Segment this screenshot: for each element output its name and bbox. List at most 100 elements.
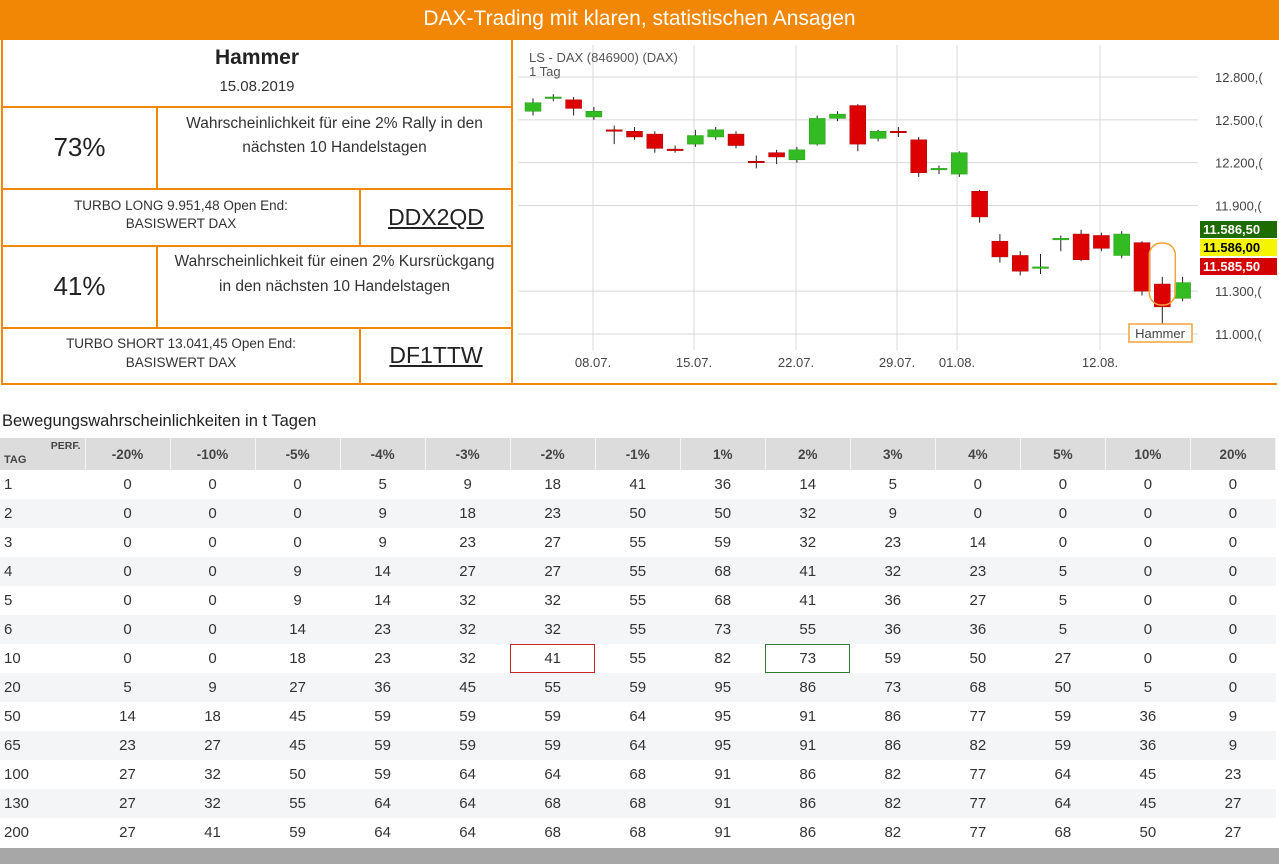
table-cell: 9 [255, 557, 341, 586]
column-header: -4% [340, 438, 426, 470]
table-cell: 95 [680, 731, 766, 760]
table-header-row: PERF. TAG -20% -10% -5% -4% -3% -2% -1% 1% 2% 3% 4… [0, 438, 1277, 470]
candle-body [869, 131, 887, 139]
table-cell: 50 [289, 766, 306, 783]
table-cell: 5 [1020, 557, 1106, 586]
table-cell: 0 [85, 499, 171, 528]
table-cell: 0 [1143, 592, 1153, 609]
table-cell: 14 [340, 557, 426, 586]
table-cell: 32 [510, 615, 596, 644]
table-row: 20 5 9 27 36 45 55 59 95 86 73 68 50 5 0 [0, 673, 1276, 702]
table-row: 130 27 32 55 64 64 68 68 91 86 82 77 64 45 27 [0, 789, 1276, 818]
table-cell: 27 [170, 731, 256, 760]
table-cell: 45 [289, 708, 306, 725]
table-cell: 27 [510, 557, 596, 586]
table-cell: 0 [1228, 650, 1238, 667]
table-cell: 14 [799, 476, 817, 493]
page-banner: DAX-Trading mit klaren, statistischen An… [0, 0, 1279, 40]
table-cell: 0 [293, 534, 302, 551]
price-tag-label: 11.586,00 [1203, 240, 1260, 255]
table-cell: 0 [973, 476, 982, 493]
candle-body [585, 111, 603, 118]
table-cell: 9 [293, 592, 302, 609]
turbo-long-line2: BASISWERT DAX [125, 216, 237, 231]
short-desc-line2: in den nächsten 10 Handelstagen [219, 278, 450, 295]
turbo-long-code-cell: DDX2QD [361, 190, 513, 247]
table-row: 1 0 0 0 5 9 18 41 36 14 5 0 0 0 0 [0, 470, 1276, 499]
candle-body [1032, 266, 1049, 269]
table-cell: 36 [1105, 731, 1191, 760]
table-cell: 41 [204, 824, 221, 841]
candle-body [748, 160, 765, 163]
table-cell: 14 [374, 592, 391, 609]
turbo-long-code-link[interactable]: DDX2QD [388, 204, 484, 230]
table-cell: 18 [425, 499, 511, 528]
long-desc-line2: nächsten 10 Handelstagen [242, 139, 427, 156]
table-row: 6 0 0 14 23 32 32 55 73 55 36 36 5 0 0 [0, 615, 1276, 644]
column-header: 3% [850, 438, 936, 470]
signal-panel: Hammer 15.08.2019 73% Wahrscheinlichkeit… [1, 40, 1277, 385]
candle-body [1052, 238, 1070, 241]
table-cell: 45 [1139, 766, 1157, 783]
table-cell: 27 [119, 766, 136, 783]
candle-body [991, 240, 1009, 258]
table-cell: 36 [935, 615, 1021, 644]
table-cell: 95 [714, 708, 732, 725]
table-cell: 45 [1105, 789, 1191, 818]
table-cell: 59 [714, 534, 732, 551]
table-cell: 27 [1224, 824, 1242, 841]
table-cell: 0 [1020, 499, 1106, 528]
table-cell: 14 [255, 615, 341, 644]
chart-svg: LS - DAX (846900) (DAX)1 Tag 12.800,(12.5… [518, 45, 1277, 370]
candle-body [910, 139, 927, 173]
x-tick-label: 01.08. [939, 355, 975, 370]
long-desc-line1: Wahrscheinlichkeit für eine 2% Rally in … [186, 115, 483, 132]
table-cell: 18 [544, 476, 562, 493]
header-corner: PERF. TAG [0, 438, 86, 470]
table-cell: 59 [884, 650, 902, 667]
row-tag: 130 [0, 789, 85, 818]
candle-body [849, 105, 867, 145]
table-cell: 0 [170, 499, 256, 528]
table-cell: 0 [1143, 534, 1153, 551]
table-body: 1 0 0 0 5 9 18 41 36 14 5 0 0 0 0 2 0 0 0 9 18 23 50 50 32 9 0 0 0 0 3… [0, 470, 1276, 847]
horizontal-scrollbar[interactable] [0, 848, 1279, 864]
table-cell: 23 [935, 557, 1021, 586]
table-cell: 86 [799, 766, 817, 783]
table-row: 10 0 0 18 23 32 41 55 82 73 59 50 27 0 0 [0, 644, 1276, 673]
table-cell: 68 [714, 592, 732, 609]
candle-body [829, 113, 846, 119]
column-header: -2% [510, 438, 596, 470]
table-cell: 0 [1190, 615, 1276, 644]
table-cell: 59 [544, 708, 562, 725]
candle-body [626, 131, 643, 138]
table-cell: 0 [1105, 615, 1191, 644]
dax-candlestick-chart: LS - DAX (846900) (DAX) 1 Tag 12.800,(12.5… [513, 40, 1277, 383]
candle-body [930, 168, 948, 171]
candle-body [545, 96, 562, 99]
table-cell: 68 [510, 789, 596, 818]
table-cell: 18 [289, 650, 306, 667]
table-cell: 0 [123, 592, 132, 609]
y-tick-label: 12.800,( [1215, 70, 1263, 85]
table-cell: 9 [1228, 708, 1238, 725]
candle-body [565, 99, 582, 109]
turbo-short-code-link[interactable]: DF1TTW [389, 342, 483, 368]
column-header: 4% [935, 438, 1021, 470]
perf-label: PERF. [50, 440, 81, 452]
candle-body [788, 149, 806, 161]
short-probability: 41% [3, 247, 158, 329]
table-cell: 86 [799, 824, 817, 841]
table-row: 3 0 0 0 9 23 27 55 59 32 23 14 0 0 0 [0, 528, 1276, 557]
row-tag: 10 [4, 650, 21, 667]
chart-title: LS - DAX (846900) (DAX) [529, 50, 678, 65]
table-cell: 73 [680, 615, 766, 644]
probability-table: PERF. TAG -20% -10% -5% -4% -3% -2% -1% 1% 2% 3% 4… [0, 438, 1277, 847]
candle-body [707, 129, 724, 138]
table-cell: 55 [629, 650, 647, 667]
table-cell: 68 [1054, 824, 1072, 841]
table-cell: 9 [1190, 731, 1276, 760]
table-cell: 91 [765, 731, 851, 760]
table-cell: 55 [255, 789, 341, 818]
table-cell: 27 [1190, 789, 1276, 818]
